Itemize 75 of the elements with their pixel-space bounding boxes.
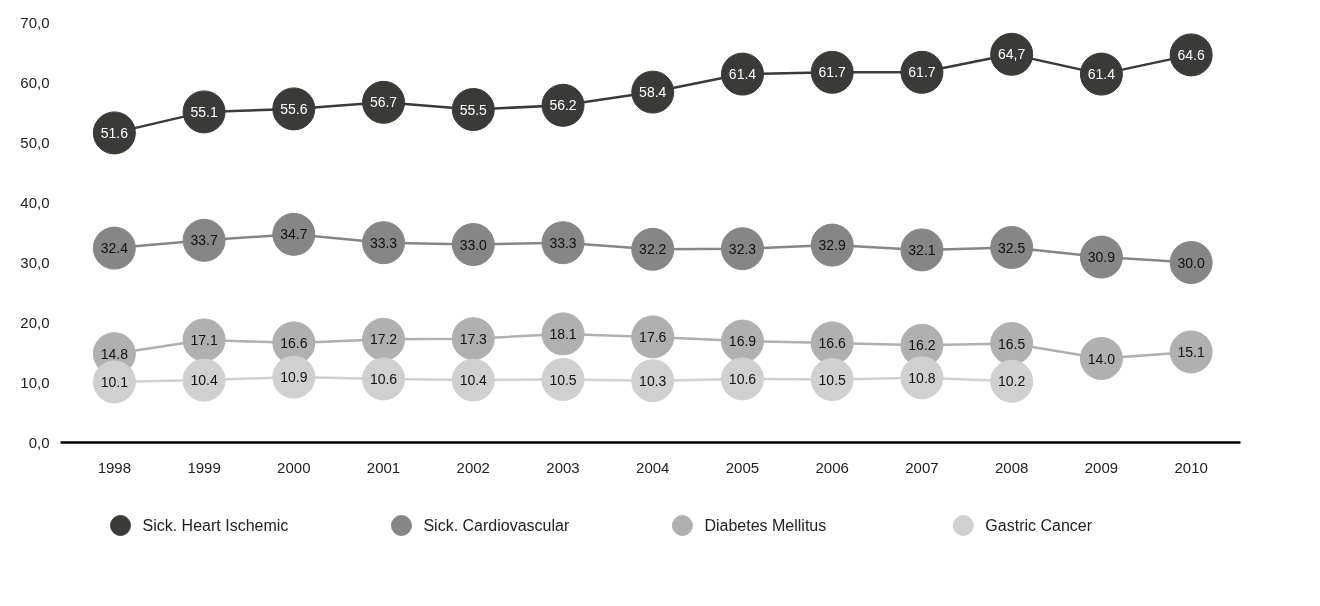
data-label: 10.5	[549, 371, 577, 388]
legend-label: Sick. Heart Ischemic	[142, 517, 289, 534]
data-label: 17.2	[369, 331, 398, 348]
data-label: 34.7	[280, 226, 308, 243]
data-label: 51.6	[100, 124, 129, 141]
data-label: 30.0	[1177, 254, 1205, 271]
x-tick-label: 2010	[1174, 458, 1208, 476]
y-tick-label: 20,0	[20, 313, 50, 331]
data-label: 56.2	[549, 97, 577, 114]
data-label: 14.8	[100, 345, 129, 362]
data-label: 32.1	[908, 241, 936, 258]
y-tick-label: 0,0	[28, 433, 50, 451]
data-label: 10.4	[190, 372, 218, 389]
data-label: 61.4	[728, 66, 757, 83]
data-label: 10.6	[728, 370, 757, 387]
data-label: 17.6	[639, 328, 667, 345]
data-label: 61.7	[908, 64, 936, 81]
data-label: 33.0	[459, 236, 488, 253]
data-label: 16.6	[818, 334, 847, 351]
legend-label: Sick. Cardiovascular	[423, 517, 570, 534]
data-label: 10.2	[998, 373, 1026, 390]
x-tick-label: 2004	[636, 458, 670, 476]
data-label: 10.3	[639, 372, 667, 389]
data-label: 16.2	[908, 337, 936, 354]
data-label: 55.5	[459, 101, 488, 118]
data-label: 10.5	[818, 371, 847, 388]
x-tick-label: 2005	[725, 458, 760, 476]
x-tick-label: 2006	[815, 458, 849, 476]
y-tick-label: 30,0	[20, 253, 50, 271]
x-tick-label: 2009	[1084, 458, 1119, 476]
x-tick-label: 2003	[546, 458, 580, 476]
data-label: 10.1	[100, 373, 129, 390]
data-label: 14.0	[1087, 350, 1116, 367]
y-tick-label: 10,0	[20, 373, 50, 391]
data-label: 64.6	[1177, 46, 1205, 63]
data-label: 55.1	[190, 103, 218, 120]
data-label: 15.1	[1177, 343, 1205, 360]
data-label: 17.3	[459, 330, 488, 347]
data-label: 55.6	[280, 100, 308, 117]
data-label: 16.6	[280, 334, 308, 351]
x-tick-label: 2008	[994, 458, 1029, 476]
data-label: 16.5	[998, 335, 1026, 352]
x-tick-label: 1999	[187, 458, 221, 476]
data-label: 56.7	[369, 94, 398, 111]
data-label: 32.5	[998, 239, 1026, 256]
data-label: 64,7	[998, 46, 1026, 63]
data-label: 32.2	[639, 241, 667, 258]
data-label: 61.4	[1087, 66, 1116, 83]
data-label: 30.9	[1087, 249, 1116, 266]
data-label: 10.8	[908, 369, 936, 386]
data-label: 61.7	[818, 64, 847, 81]
y-tick-label: 50,0	[20, 133, 50, 151]
data-label: 33.3	[369, 234, 398, 251]
data-label: 32.4	[100, 240, 129, 257]
x-tick-label: 2001	[366, 458, 401, 476]
data-label: 17.1	[190, 331, 218, 348]
data-label: 32.9	[818, 237, 847, 254]
legend-label: Gastric Cancer	[985, 517, 1093, 534]
data-label: 18.1	[549, 325, 577, 342]
legend-label: Diabetes Mellitus	[704, 517, 827, 534]
data-label: 10.4	[459, 372, 488, 389]
x-tick-label: 1998	[97, 458, 132, 476]
data-label: 10.9	[280, 369, 308, 386]
data-label: 58.4	[639, 84, 667, 101]
x-tick-label: 2002	[456, 458, 490, 476]
x-tick-label: 2007	[905, 458, 939, 476]
x-tick-label: 2000	[277, 458, 311, 476]
data-label: 32.3	[728, 240, 757, 257]
y-tick-label: 40,0	[20, 193, 50, 211]
y-tick-label: 70,0	[20, 13, 50, 31]
data-label: 16.9	[728, 333, 757, 350]
data-label: 33.3	[549, 234, 577, 251]
data-label: 33.7	[190, 232, 218, 249]
data-label: 10.6	[369, 370, 398, 387]
y-tick-label: 60,0	[20, 73, 50, 91]
